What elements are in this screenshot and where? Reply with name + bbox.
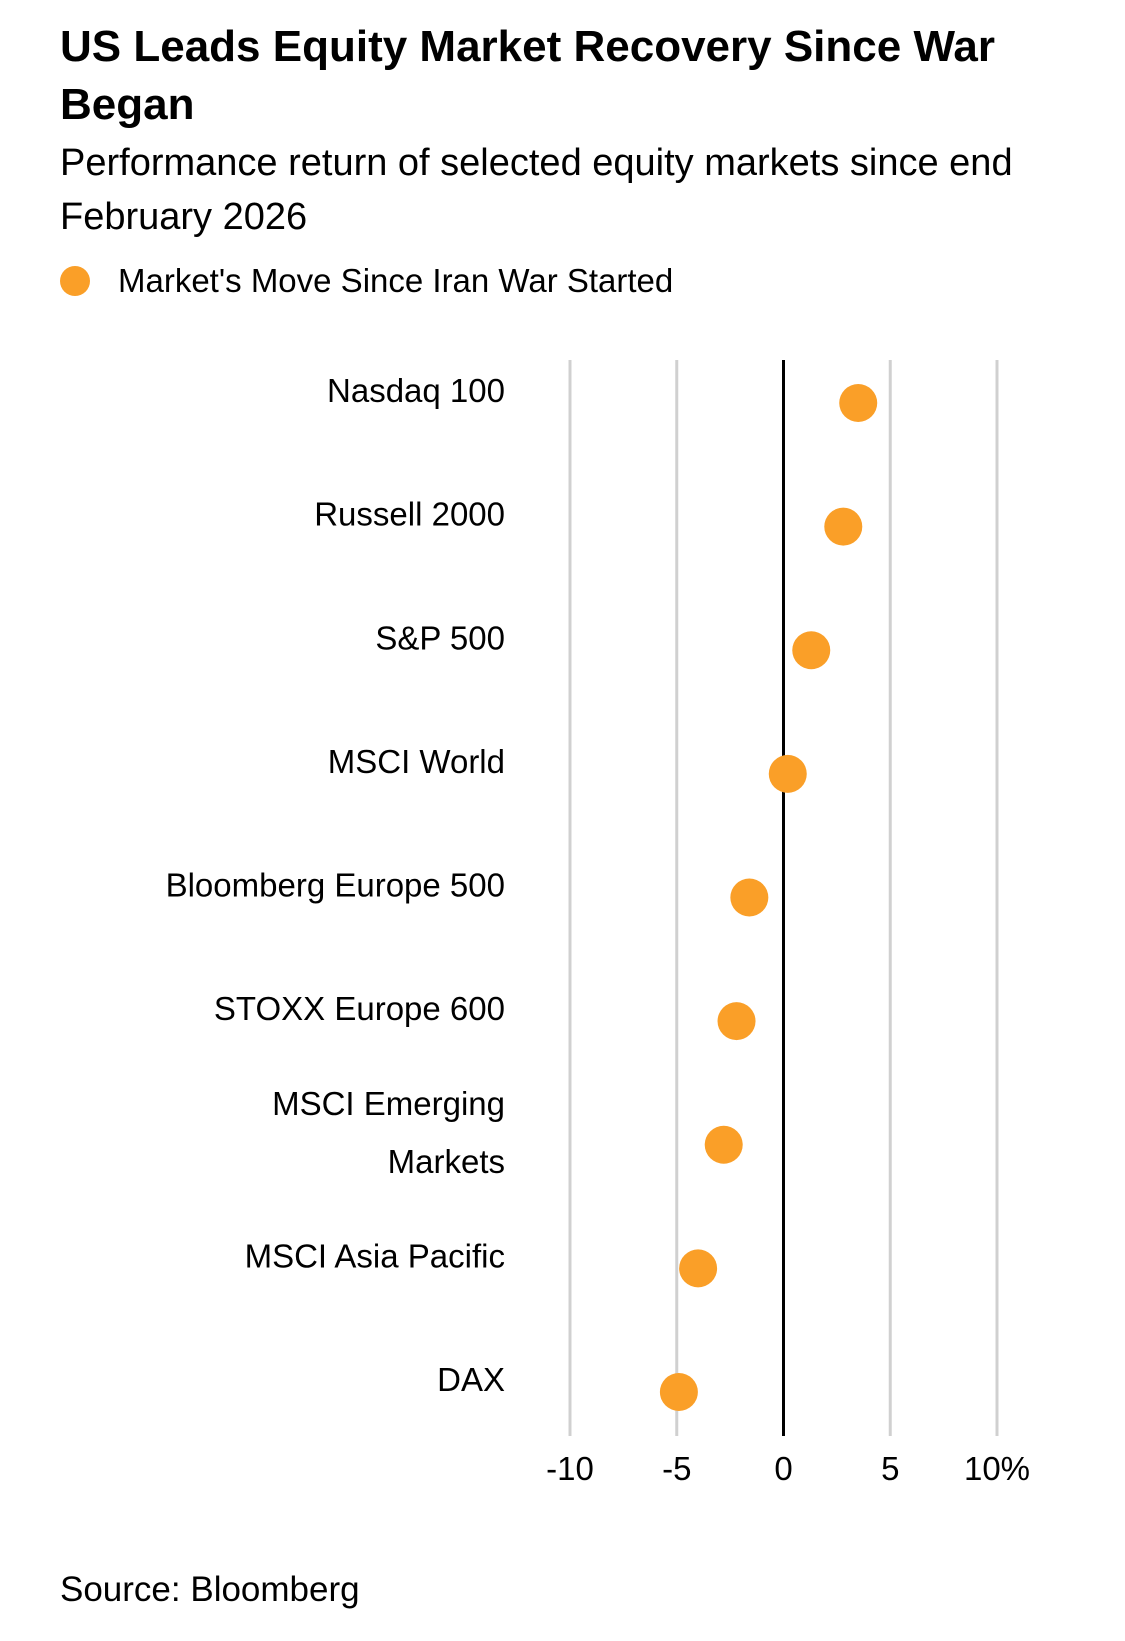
category-label: MSCI Emerging <box>272 1085 505 1122</box>
x-tick-label: 5 <box>881 1450 899 1487</box>
legend-label: Market's Move Since Iran War Started <box>118 262 674 299</box>
chart-subtitle: Performance return of selected equity ma… <box>60 142 1013 238</box>
x-tick-label: -5 <box>662 1450 691 1487</box>
data-point <box>659 1373 698 1411</box>
source-note: Source: Bloomberg <box>60 1570 360 1609</box>
category-label: S&P 500 <box>375 619 505 656</box>
data-point <box>824 507 863 546</box>
data-point <box>792 631 831 670</box>
x-tick-label: 0 <box>774 1450 792 1487</box>
category-label: STOXX Europe 600 <box>214 990 505 1027</box>
category-label: Russell 2000 <box>314 496 505 533</box>
data-point <box>679 1249 718 1288</box>
x-tick-label: -10 <box>546 1450 594 1487</box>
category-label: MSCI World <box>328 743 505 780</box>
category-label: Nasdaq 100 <box>327 372 505 409</box>
category-label: Bloomberg Europe 500 <box>166 867 505 904</box>
category-label: MSCI Asia Pacific <box>245 1237 505 1274</box>
x-tick-label: 10% <box>964 1450 1030 1487</box>
chart-title: US Leads Equity Market Recovery Since Wa… <box>60 22 995 129</box>
legend: Market's Move Since Iran War Started <box>60 262 673 300</box>
data-point <box>730 878 769 917</box>
legend-marker-icon <box>60 266 90 296</box>
data-point <box>768 754 807 793</box>
data-point <box>704 1125 743 1164</box>
data-point <box>717 1002 756 1041</box>
data-point <box>839 384 878 422</box>
category-label: DAX <box>437 1361 505 1398</box>
category-label: Markets <box>388 1143 505 1180</box>
